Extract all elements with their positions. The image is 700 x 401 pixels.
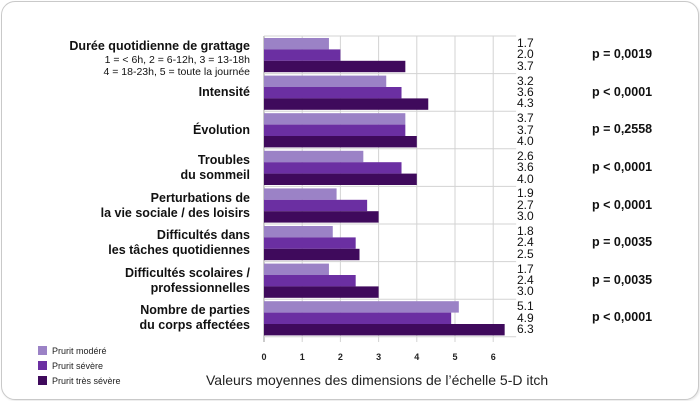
bar bbox=[264, 312, 452, 324]
data-label: 3.7 bbox=[517, 122, 534, 137]
p-value: p = 0,0035 bbox=[592, 235, 653, 250]
data-label: 4.9 bbox=[517, 310, 534, 325]
data-label: 3.0 bbox=[517, 209, 534, 224]
x-tick-label: 0 bbox=[261, 352, 266, 362]
bar bbox=[264, 199, 368, 212]
legend-swatch bbox=[38, 376, 47, 385]
category-label: Intensité bbox=[198, 85, 250, 100]
legend-swatch bbox=[38, 361, 47, 370]
data-label: 5.1 bbox=[517, 299, 534, 314]
data-label: 2.5 bbox=[517, 246, 534, 261]
x-tick-label: 2 bbox=[338, 352, 343, 362]
category-label: Difficultés scolaires / professionnelles bbox=[124, 265, 250, 295]
x-tick-label: 6 bbox=[491, 352, 496, 362]
legend-label: Prurit modéré bbox=[52, 346, 107, 356]
data-label: 2.4 bbox=[517, 273, 534, 287]
p-value: p < 0,0001 bbox=[592, 159, 653, 174]
data-label: 3.7 bbox=[517, 111, 534, 126]
category-label: Difficultés dans les tâches quotidiennes bbox=[108, 228, 250, 258]
bar bbox=[264, 87, 402, 99]
data-label: 3.2 bbox=[517, 73, 534, 88]
bar bbox=[264, 113, 406, 125]
p-value: p < 0,0001 bbox=[592, 310, 653, 325]
category-label: Troubles du sommeil bbox=[180, 152, 250, 182]
bar bbox=[264, 98, 429, 110]
bar bbox=[264, 275, 356, 287]
bar bbox=[264, 136, 417, 148]
bar bbox=[264, 324, 505, 336]
p-value: p = 0,2558 bbox=[592, 122, 653, 137]
bar bbox=[264, 263, 329, 275]
legend-swatch bbox=[38, 346, 47, 355]
x-axis-label: Valeurs moyennes des dimensions de l’éch… bbox=[206, 372, 549, 388]
data-label: 2.6 bbox=[517, 148, 534, 163]
x-tick-label: 1 bbox=[300, 352, 305, 362]
bar bbox=[264, 226, 333, 238]
data-label: 4.3 bbox=[517, 96, 534, 111]
bar bbox=[264, 237, 356, 249]
data-label: 1.9 bbox=[517, 186, 534, 201]
category-sublabel: 4 = 18-23h, 5 = toute la journée bbox=[103, 65, 250, 78]
data-label: 3.0 bbox=[517, 284, 534, 299]
data-label: 2.4 bbox=[517, 235, 534, 250]
data-label: 3.7 bbox=[517, 58, 534, 73]
p-value: p = 0,0035 bbox=[592, 272, 653, 287]
bar bbox=[264, 188, 337, 200]
p-value: p < 0,0001 bbox=[592, 84, 653, 99]
data-label: 3.6 bbox=[517, 85, 534, 99]
data-label: 4.0 bbox=[517, 171, 534, 186]
category-label: Nombre de parties du corps affectées bbox=[139, 303, 250, 333]
bar bbox=[264, 49, 341, 61]
legend-label: Prurit sévère bbox=[52, 361, 104, 371]
bar bbox=[264, 248, 360, 261]
legend-item: Prurit sévère bbox=[38, 361, 103, 371]
bar bbox=[264, 211, 379, 223]
category-sublabel: 1 = < 6h, 2 = 6-12h, 3 = 13-18h bbox=[104, 53, 250, 66]
bar bbox=[264, 38, 329, 50]
legend-label: Prurit très sévère bbox=[52, 376, 121, 386]
p-value: p < 0,0001 bbox=[592, 197, 653, 212]
data-label: 1.8 bbox=[517, 224, 534, 238]
bar bbox=[264, 60, 406, 73]
data-label: 2.7 bbox=[517, 197, 534, 212]
bar bbox=[264, 124, 406, 136]
data-label: 6.3 bbox=[517, 322, 534, 336]
legend-item: Prurit modéré bbox=[38, 346, 107, 356]
bar bbox=[264, 286, 379, 298]
p-value: p = 0,0019 bbox=[592, 47, 653, 62]
data-label: 3.6 bbox=[517, 160, 534, 175]
bar bbox=[264, 150, 364, 163]
category-label: Évolution bbox=[193, 122, 250, 137]
data-label: 1.7 bbox=[517, 261, 534, 276]
x-tick-label: 4 bbox=[414, 352, 419, 362]
data-label: 4.0 bbox=[517, 134, 534, 148]
x-tick-label: 3 bbox=[376, 352, 381, 362]
bar bbox=[264, 173, 417, 185]
x-tick-label: 5 bbox=[452, 352, 457, 362]
category-label: Durée quotidienne de grattage 1 = < 6h, 2… bbox=[69, 38, 250, 78]
legend-item: Prurit très sévère bbox=[38, 376, 121, 386]
category-label: Perturbations de la vie sociale / des loi… bbox=[100, 190, 250, 220]
bar bbox=[264, 75, 387, 87]
data-label: 2.0 bbox=[517, 47, 534, 62]
bar bbox=[264, 301, 459, 313]
bar bbox=[264, 162, 402, 174]
data-label: 1.7 bbox=[517, 36, 534, 50]
